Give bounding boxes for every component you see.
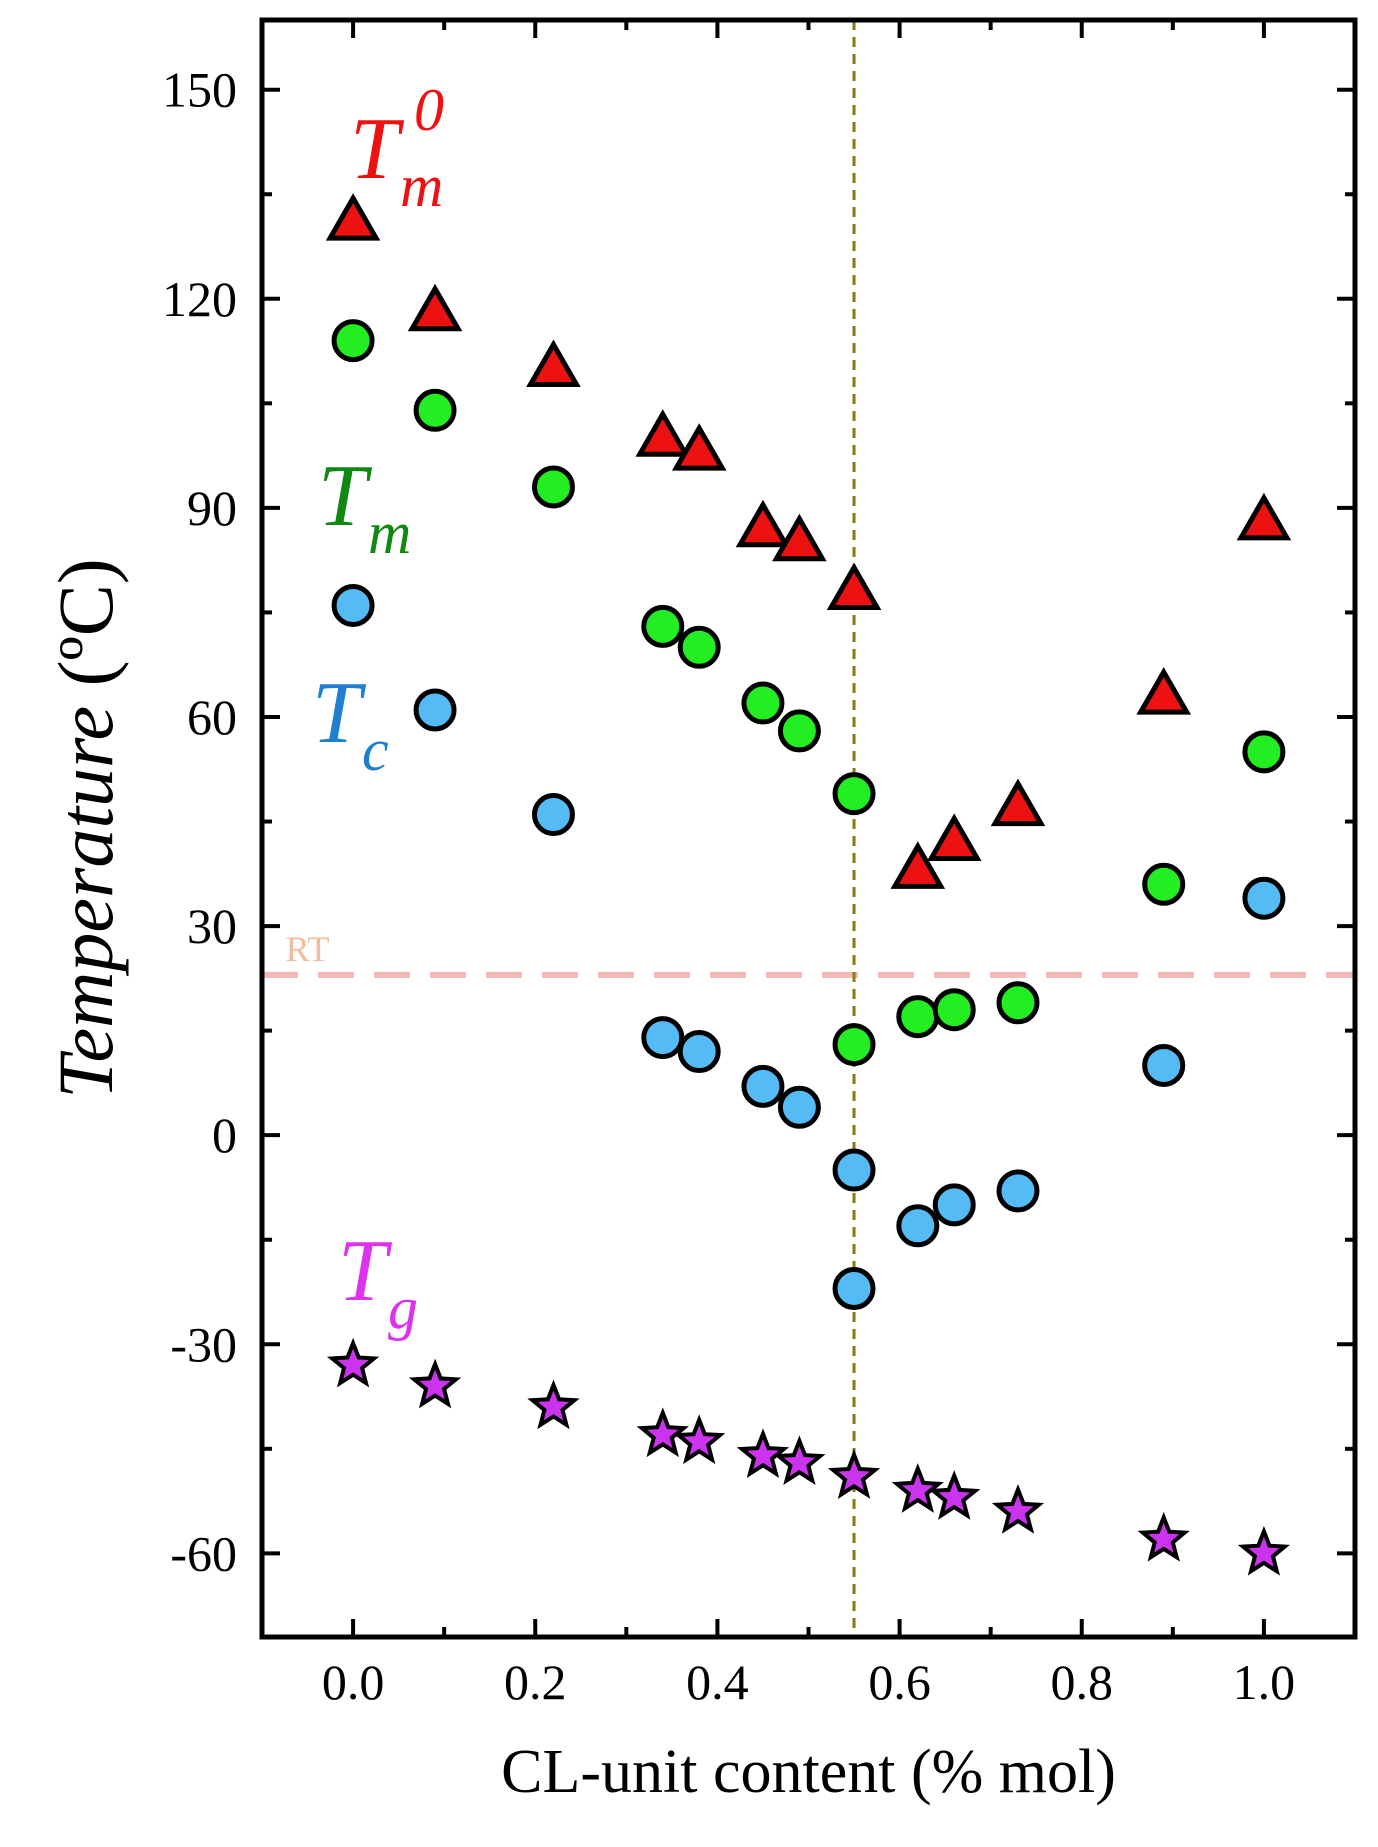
point-tm0-1 bbox=[407, 283, 463, 332]
point-tm-12 bbox=[1142, 862, 1186, 906]
x-tick-label-2: 0.4 bbox=[686, 1654, 749, 1710]
point-tm-0 bbox=[331, 319, 375, 363]
series-label-main-tc: T bbox=[312, 665, 367, 762]
y-tick-label-3: 30 bbox=[187, 898, 237, 954]
y-axis-title-unit: (ºC) bbox=[42, 558, 129, 686]
rt-label: RT bbox=[286, 929, 330, 969]
point-tg-2 bbox=[527, 1379, 580, 1430]
point-tg-0 bbox=[326, 1337, 380, 1388]
point-tm0-5 bbox=[735, 499, 791, 548]
x-tick-label-4: 0.8 bbox=[1051, 1654, 1114, 1710]
point-tg-8 bbox=[891, 1463, 944, 1513]
point-tm-8 bbox=[832, 1023, 876, 1067]
point-tc-10 bbox=[932, 1183, 976, 1227]
point-tg-12 bbox=[1237, 1525, 1291, 1576]
x-tick-label-1: 0.2 bbox=[504, 1654, 567, 1710]
y-tick-label-0: -60 bbox=[170, 1525, 237, 1581]
series-label-sup-tm0: 0 bbox=[414, 77, 444, 143]
point-tm0-4 bbox=[671, 423, 727, 471]
series-label-main-tm0: T bbox=[350, 101, 405, 198]
y-tick-label-4: 60 bbox=[187, 689, 237, 745]
series-label-main-tg: T bbox=[338, 1223, 393, 1320]
point-tm-10 bbox=[932, 988, 976, 1032]
point-tc-6 bbox=[777, 1085, 821, 1129]
reference-lines-layer: RT bbox=[262, 20, 1355, 1637]
point-tc-8 bbox=[832, 1267, 876, 1311]
point-tm0-12 bbox=[1236, 492, 1292, 541]
axes-layer: 0.0 0.2 0.4 0.6 0.8 1.0 -60 -30 0 30 60 90 120 150 CL-… bbox=[42, 17, 1358, 1806]
series-label-main-tm: T bbox=[318, 448, 373, 545]
point-tc-4 bbox=[677, 1030, 721, 1074]
point-tg-3 bbox=[636, 1407, 689, 1458]
y-tick-label-2: 0 bbox=[212, 1107, 237, 1163]
point-tc-2 bbox=[531, 793, 575, 837]
x-tick-label-0: 0.0 bbox=[322, 1654, 385, 1710]
point-tc-12 bbox=[1142, 1043, 1186, 1087]
point-tm-9 bbox=[896, 995, 940, 1039]
point-tm-11 bbox=[996, 981, 1040, 1025]
point-tm0-11 bbox=[1136, 667, 1192, 715]
point-tm0-6 bbox=[772, 513, 827, 562]
point-tg-9 bbox=[928, 1470, 981, 1520]
point-tm-6 bbox=[777, 709, 821, 753]
point-tg-10 bbox=[991, 1483, 1045, 1534]
point-tg-5 bbox=[736, 1428, 790, 1479]
point-tm-5 bbox=[741, 681, 785, 725]
point-tm-7 bbox=[832, 772, 876, 816]
point-tg-7 bbox=[827, 1449, 881, 1499]
point-tg-4 bbox=[673, 1414, 726, 1465]
y-axis-title: Temperature (ºC) bbox=[42, 558, 129, 1099]
point-tc-9 bbox=[896, 1204, 940, 1248]
y-tick-label-7: 150 bbox=[162, 62, 237, 118]
point-tm-13 bbox=[1242, 730, 1286, 774]
y-tick-label-6: 120 bbox=[162, 271, 237, 327]
point-tc-3 bbox=[641, 1016, 685, 1060]
x-tick-label-5: 1.0 bbox=[1233, 1654, 1296, 1710]
point-tc-0 bbox=[331, 583, 375, 627]
point-tc-7 bbox=[832, 1148, 876, 1192]
point-tm0-7 bbox=[826, 562, 882, 611]
series-label-sub-tg: g bbox=[388, 1275, 418, 1341]
point-tg-6 bbox=[773, 1435, 826, 1486]
y-axis-title-italic: Temperature bbox=[42, 686, 129, 1098]
point-tm0-9 bbox=[926, 813, 982, 861]
y-tick-label-5: 90 bbox=[187, 480, 237, 536]
point-tm0-0 bbox=[325, 193, 381, 241]
x-tick-label-3: 0.6 bbox=[868, 1654, 931, 1710]
data-points-layer bbox=[325, 193, 1292, 1576]
point-tc-5 bbox=[741, 1064, 785, 1108]
point-tg-11 bbox=[1137, 1511, 1190, 1562]
point-tm0-2 bbox=[526, 339, 581, 387]
point-tm0-3 bbox=[635, 409, 691, 457]
point-tg-1 bbox=[408, 1358, 462, 1409]
point-tm0-10 bbox=[990, 778, 1046, 827]
point-tm-1 bbox=[413, 388, 457, 432]
point-tc-1 bbox=[413, 688, 457, 732]
point-tm-2 bbox=[531, 465, 575, 509]
point-tc-13 bbox=[1242, 876, 1286, 920]
point-tm-4 bbox=[677, 625, 721, 669]
series-label-sub-tc: c bbox=[362, 717, 389, 783]
series-label-sub-tm0: m bbox=[400, 153, 443, 219]
point-tm-3 bbox=[641, 604, 685, 648]
point-tm0-8 bbox=[890, 841, 946, 889]
y-tick-label-1: -30 bbox=[170, 1316, 237, 1372]
series-label-sub-tm: m bbox=[368, 500, 411, 566]
x-axis-title: CL-unit content (% mol) bbox=[501, 1738, 1116, 1806]
point-tc-11 bbox=[996, 1169, 1040, 1213]
